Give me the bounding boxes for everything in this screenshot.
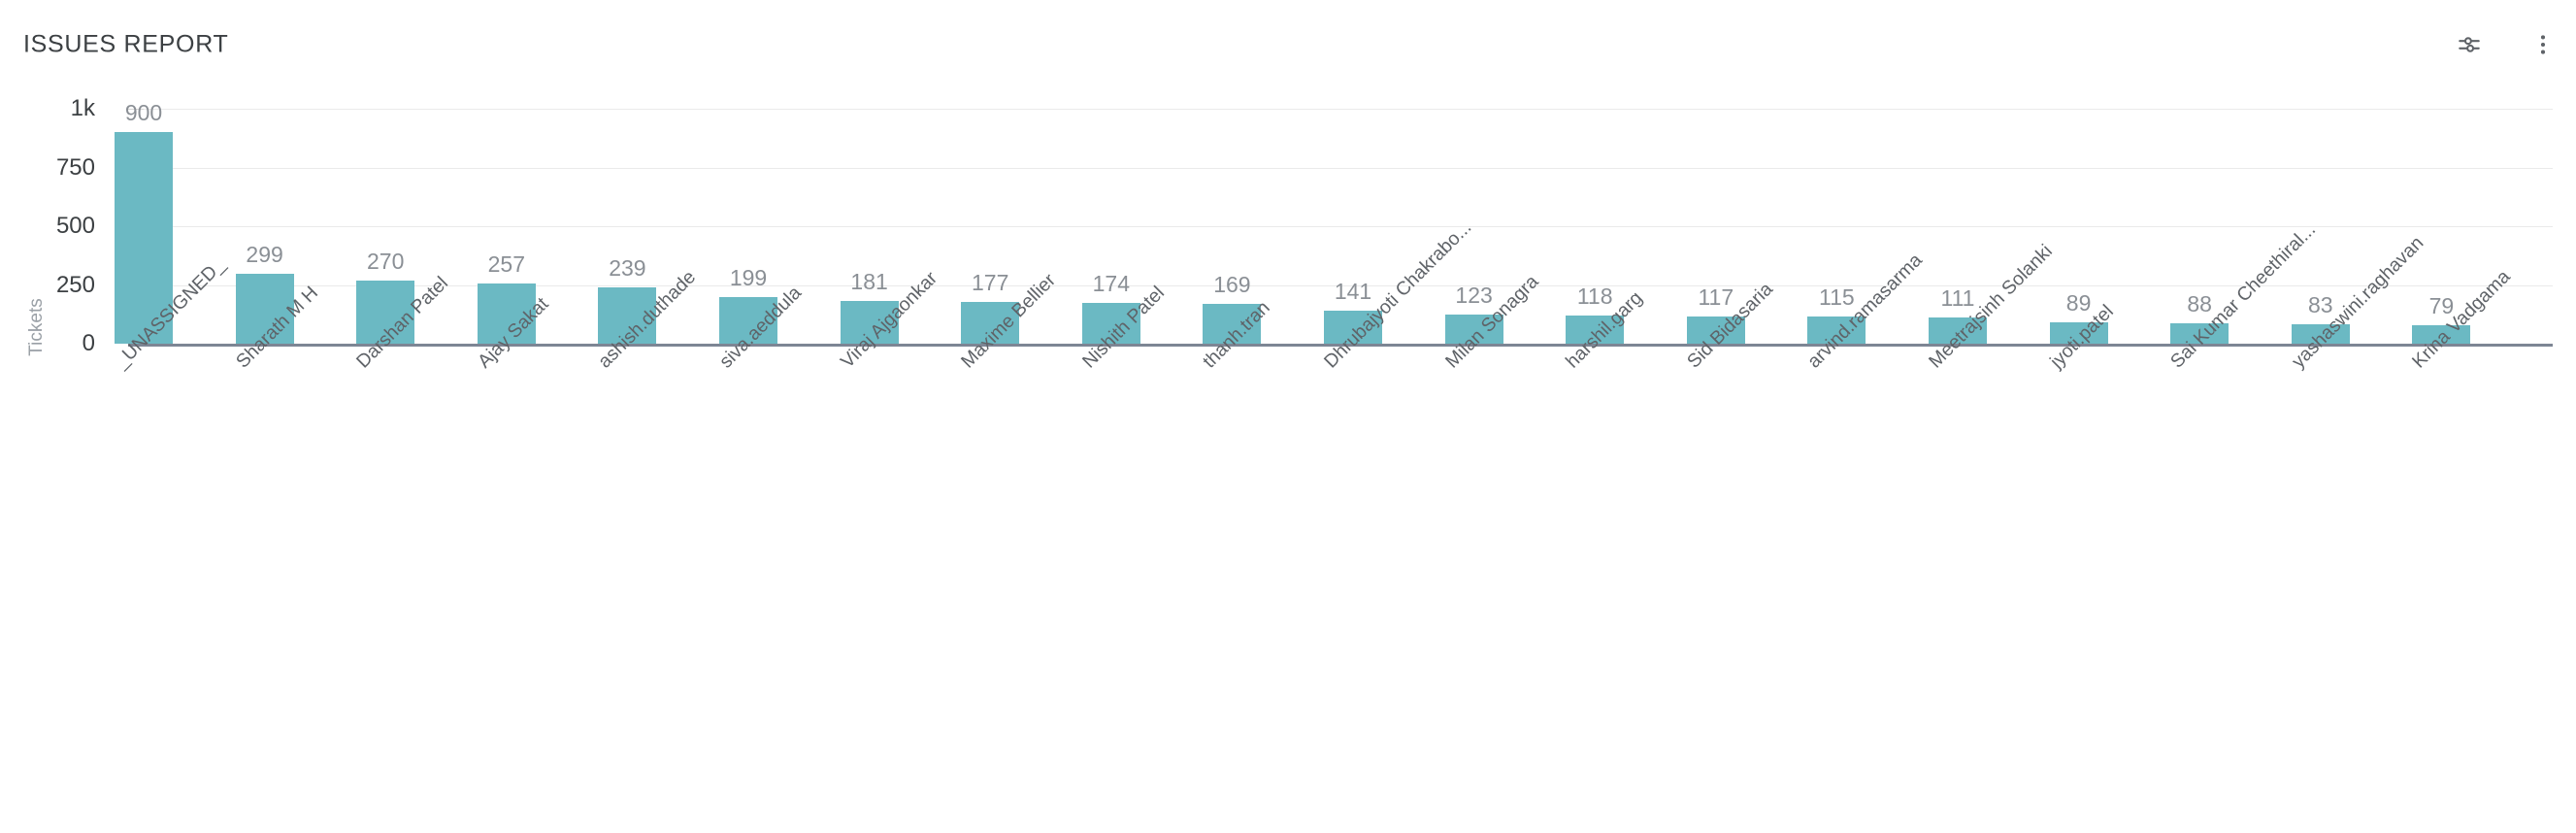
- bar[interactable]: [1686, 316, 1745, 344]
- page-title: ISSUES REPORT: [23, 30, 229, 58]
- axis-baseline: [128, 344, 2553, 347]
- bar-group[interactable]: 117 Sid Bidasaria: [1656, 0, 1777, 373]
- gridline-row: 500: [0, 213, 2576, 239]
- bar-group[interactable]: 299 Sharath M H: [205, 0, 325, 373]
- bar[interactable]: [2412, 324, 2471, 344]
- y-tick-label: 1k: [70, 95, 95, 121]
- sliders-icon[interactable]: [2450, 25, 2489, 64]
- bar[interactable]: [598, 287, 657, 344]
- bar-group[interactable]: 270 Darshan Patel: [325, 0, 452, 373]
- bars-container: 900 _UNASSIGNED_ 299 Sharath M H 270 Darshan …: [0, 89, 2576, 833]
- bar-value-label: 270: [367, 248, 405, 274]
- bar-value-label: 239: [609, 255, 646, 282]
- bar-group[interactable]: 118 harshil.garg: [1535, 0, 1655, 372]
- bar[interactable]: [719, 296, 777, 344]
- gridline: [144, 284, 2553, 286]
- gridline-row: 0: [0, 330, 2576, 356]
- bar-group[interactable]: 79 Krina Vadgama: [2381, 0, 2515, 373]
- y-tick-label: 750: [55, 153, 95, 181]
- bar-value-label: 118: [1576, 283, 1613, 310]
- bar-value-label: 123: [1455, 283, 1493, 309]
- bar-value-label: 115: [1819, 284, 1855, 311]
- bar-value-label: 117: [1698, 283, 1734, 310]
- y-tick-label: 500: [55, 213, 95, 239]
- bar[interactable]: [1566, 316, 1625, 344]
- card-header: ISSUES REPORT: [0, 0, 2576, 89]
- bar-value-label: 88: [2187, 290, 2212, 317]
- bar-value-label: 83: [2308, 291, 2333, 317]
- bar[interactable]: [1081, 302, 1140, 344]
- gridline: [144, 109, 2553, 110]
- bar-value-label: 174: [1092, 270, 1130, 296]
- y-tick-label: 250: [55, 271, 95, 298]
- bar-group[interactable]: 181 Viraj Ajgaonkar: [809, 0, 941, 373]
- bar-group[interactable]: 115 arvind.ramasarma: [1776, 0, 1927, 373]
- bar-value-label: 89: [2065, 290, 2092, 317]
- bar[interactable]: [1203, 304, 1262, 344]
- bar[interactable]: [1807, 317, 1866, 344]
- gridline-row: 250: [0, 272, 2576, 298]
- bar-group[interactable]: 257 Ajay Sakat: [446, 0, 567, 373]
- bar-group[interactable]: 177 Maxime Bellier: [930, 0, 1060, 373]
- gridline-row: 750: [0, 154, 2576, 181]
- bar-group[interactable]: 83 yashaswini.raghavan: [2261, 0, 2427, 372]
- bar-group[interactable]: 89 jyoti.patel: [2019, 0, 2139, 372]
- bar-value-label: 111: [1940, 285, 1975, 312]
- bar[interactable]: [2049, 322, 2108, 344]
- bar-group[interactable]: 174 Nishith Patel: [1051, 0, 1172, 373]
- bar-group[interactable]: 141 Dhrubajyoti Chakrabo...: [1293, 0, 1475, 372]
- bar-chart: Tickets 0 250 500 750 1k 900 _UNASSIGNED_ 299 S…: [0, 89, 2576, 833]
- bar-value-label: 199: [729, 264, 768, 290]
- bar[interactable]: [961, 302, 1020, 344]
- bar[interactable]: [1324, 310, 1382, 344]
- bar-group[interactable]: 900 _UNASSIGNED_: [83, 0, 229, 372]
- bar-group[interactable]: 111 Meetrajsinh Solanki: [1898, 0, 2057, 373]
- bar[interactable]: [2170, 322, 2229, 344]
- x-axis-category-label[interactable]: Krina Vadgama: [2408, 265, 2515, 373]
- y-tick-label: 0: [82, 330, 95, 356]
- gridline: [144, 226, 2553, 227]
- bar-group[interactable]: 169 thanh.tran: [1172, 0, 1292, 372]
- bar[interactable]: [1444, 315, 1503, 344]
- bar[interactable]: [840, 301, 899, 344]
- more-vertical-icon[interactable]: [2524, 25, 2562, 64]
- bar-value-label: 181: [850, 269, 888, 295]
- header-actions: [2450, 25, 2562, 64]
- bar-value-label: 169: [1213, 272, 1251, 298]
- bar-value-label: 257: [487, 250, 525, 277]
- bar[interactable]: [115, 132, 173, 344]
- bar[interactable]: [477, 283, 536, 344]
- bar-group[interactable]: 88 Sai Kumar Cheethiral...: [2139, 0, 2320, 372]
- bar-value-label: 900: [124, 100, 163, 126]
- bar-group[interactable]: 239 ashish.duthade: [567, 0, 700, 372]
- bar-value-label: 299: [246, 241, 283, 267]
- bar-value-label: 141: [1334, 278, 1372, 304]
- gridline-row: 1k: [0, 95, 2576, 121]
- bar[interactable]: [2291, 323, 2350, 344]
- bar[interactable]: [356, 280, 415, 344]
- bar[interactable]: [1929, 317, 1987, 344]
- y-tick-mark: [128, 109, 144, 110]
- bar[interactable]: [235, 273, 294, 344]
- bar-group[interactable]: 123 Milan Sonagra: [1414, 0, 1542, 372]
- bar-value-label: 79: [2428, 292, 2455, 318]
- bar-value-label: 177: [972, 270, 1009, 296]
- bar-group[interactable]: 199 siva.aeddula: [688, 0, 809, 373]
- gridline: [144, 167, 2553, 169]
